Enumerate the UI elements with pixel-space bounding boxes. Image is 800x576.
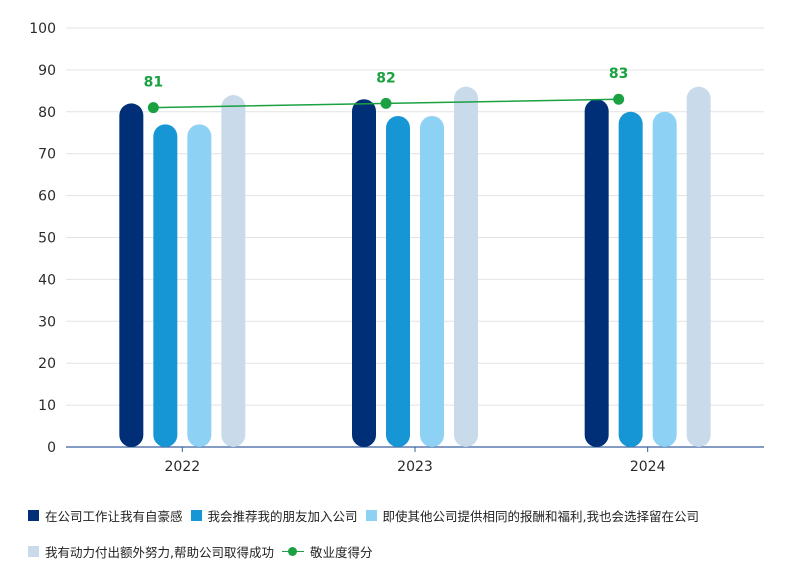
bar-1-2024 xyxy=(584,99,609,447)
legend-label-series-1: 在公司工作让我有自豪感 xyxy=(45,508,183,524)
legend-line-marker xyxy=(281,546,304,557)
y-tick-label: 70 xyxy=(38,147,56,163)
y-tick-label: 0 xyxy=(47,440,56,456)
chart-legend: 在公司工作让我有自豪感 我会推荐我的朋友加入公司 即使其他公司提供相同的报酬和福… xyxy=(28,504,778,576)
x-tick-label: 2023 xyxy=(397,459,433,475)
y-tick-label: 30 xyxy=(38,314,56,330)
legend-item-series-2: 我会推荐我的朋友加入公司 xyxy=(190,506,358,525)
bar-2-2023 xyxy=(386,115,410,448)
y-tick-label: 40 xyxy=(38,272,56,288)
bar-3-2022 xyxy=(187,124,212,448)
y-tick-label: 60 xyxy=(38,189,56,205)
line-point-2024 xyxy=(613,93,625,105)
bar-2-2022 xyxy=(153,124,178,448)
legend-label-line-series: 敬业度得分 xyxy=(309,544,373,560)
x-tick-label: 2022 xyxy=(165,459,201,475)
legend-swatch-series-2 xyxy=(190,509,202,521)
legend-swatch-series-4 xyxy=(28,545,39,557)
y-tick-label: 20 xyxy=(38,356,56,372)
legend-item-series-1: 在公司工作让我有自豪感 xyxy=(28,506,183,525)
line-data-label: 83 xyxy=(609,66,628,82)
line-data-label: 82 xyxy=(376,70,395,86)
legend-swatch-series-3 xyxy=(365,509,377,521)
bar-3-2023 xyxy=(420,115,444,448)
bar-4-2023 xyxy=(454,86,478,447)
bar-4-2022 xyxy=(221,95,246,447)
chart-plot: 0 10 20 30 40 50 60 70 80 90 100 2022 2023 2024 81 82 83 xyxy=(29,21,764,475)
legend-item-series-3: 即使其他公司提供相同的报酬和福利,我也会选择留在公司 xyxy=(365,506,700,525)
x-tick-label: 2024 xyxy=(630,459,666,475)
y-tick-label: 90 xyxy=(38,63,56,79)
legend-item-line-series: 敬业度得分 xyxy=(281,542,373,561)
legend-swatch-series-1 xyxy=(28,509,39,521)
line-point-2023 xyxy=(380,97,392,109)
y-tick-label: 10 xyxy=(38,398,56,414)
bar-2-2024 xyxy=(618,111,643,448)
bar-4-2024 xyxy=(686,86,711,447)
y-tick-label: 100 xyxy=(29,21,56,37)
bar-1-2023 xyxy=(352,99,376,447)
legend-item-series-4: 我有动力付出额外努力,帮助公司取得成功 xyxy=(28,542,274,561)
legend-label-series-3: 即使其他公司提供相同的报酬和福利,我也会选择留在公司 xyxy=(382,508,700,524)
bar-1-2022 xyxy=(119,103,144,448)
legend-label-series-4: 我有动力付出额外努力,帮助公司取得成功 xyxy=(45,544,274,560)
y-tick-label: 50 xyxy=(38,231,56,247)
y-tick-label: 80 xyxy=(38,105,56,121)
line-data-label: 81 xyxy=(144,75,163,91)
line-point-2022 xyxy=(147,102,159,114)
bar-3-2024 xyxy=(652,111,677,448)
legend-label-series-2: 我会推荐我的朋友加入公司 xyxy=(207,508,358,524)
